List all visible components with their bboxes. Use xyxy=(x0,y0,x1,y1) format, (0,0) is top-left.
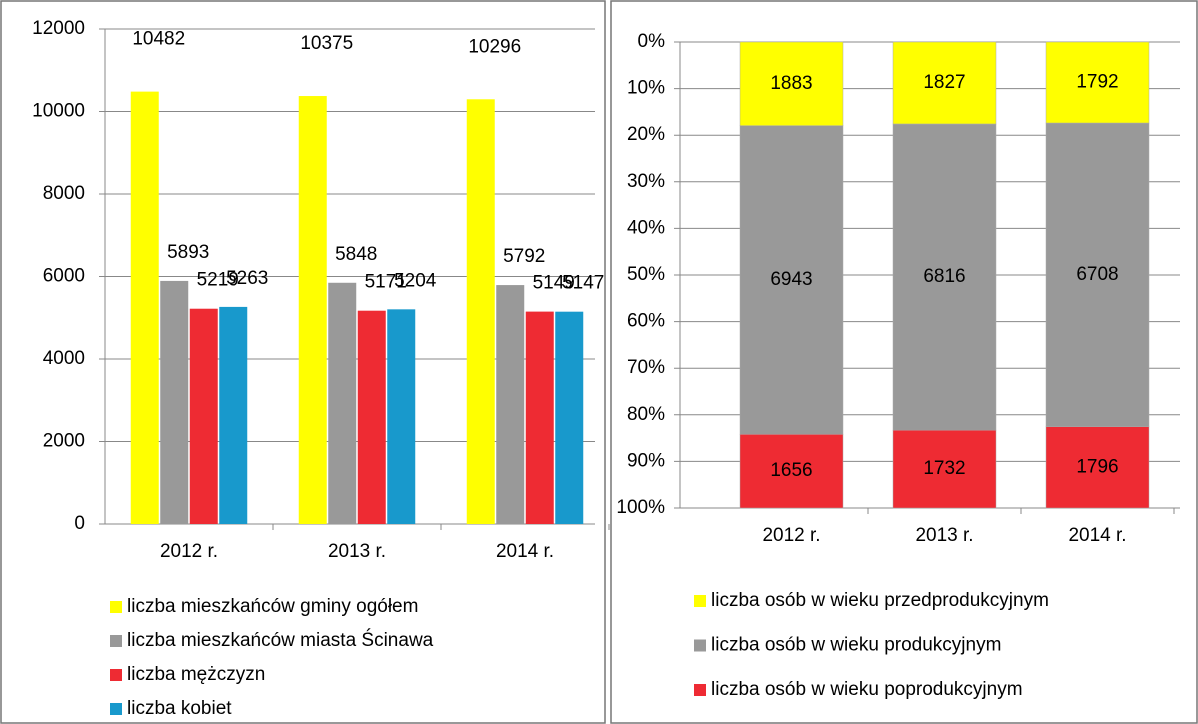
y-tick-label: 10% xyxy=(627,78,665,99)
y-tick-label: 6000 xyxy=(43,266,85,287)
right-panel-border xyxy=(610,0,1198,724)
bar xyxy=(328,282,357,524)
bar-segment xyxy=(892,41,997,125)
legend-swatch xyxy=(110,669,122,681)
data-label: 5204 xyxy=(394,270,437,291)
y-tick-label: 8000 xyxy=(43,183,85,204)
bar xyxy=(219,306,248,524)
bar xyxy=(555,311,584,524)
data-label: 1883 xyxy=(770,73,812,94)
x-tick-label: 2012 r. xyxy=(762,525,820,546)
bar-segment xyxy=(1045,426,1150,509)
bar xyxy=(130,91,159,525)
data-label: 1792 xyxy=(1076,72,1118,93)
data-label: 10296 xyxy=(468,36,521,57)
data-label: 5263 xyxy=(226,268,268,289)
x-tick-label: 2013 r. xyxy=(915,525,973,546)
legend-label: liczba kobiet xyxy=(127,698,232,719)
y-tick-label: 20% xyxy=(627,124,665,145)
y-tick-label: 90% xyxy=(627,450,665,471)
legend-label: liczba mieszkańców miasta Ścinawa xyxy=(127,629,434,651)
legend-swatch xyxy=(694,639,706,652)
legend-swatch xyxy=(110,601,122,613)
bar-segment xyxy=(1045,41,1150,124)
bar xyxy=(466,99,495,524)
data-label: 1827 xyxy=(923,72,965,93)
legend-swatch xyxy=(110,703,122,715)
legend-label: liczba mieszkańców gminy ogółem xyxy=(127,596,418,617)
y-tick-label: 40% xyxy=(627,217,665,238)
legend-label: liczba osób w wieku przedprodukcyjnym xyxy=(711,590,1049,611)
data-label: 5171 xyxy=(365,272,407,293)
data-label: 5792 xyxy=(503,246,545,267)
y-tick-label: 4000 xyxy=(43,348,85,369)
left-panel-border xyxy=(0,0,606,724)
data-label: 5893 xyxy=(167,242,209,263)
data-label: 6708 xyxy=(1076,264,1118,285)
bar xyxy=(298,96,327,524)
y-tick-label: 0% xyxy=(638,31,666,52)
data-label: 6816 xyxy=(923,266,965,287)
y-tick-label: 70% xyxy=(627,357,665,378)
x-tick-label: 2014 r. xyxy=(496,541,554,562)
y-tick-label: 0 xyxy=(74,513,85,534)
bar-segment xyxy=(892,429,997,509)
data-label: 5219 xyxy=(197,270,239,291)
y-tick-label: 30% xyxy=(627,171,665,192)
legend-swatch xyxy=(694,595,706,607)
bar xyxy=(525,311,554,524)
bar xyxy=(357,310,386,524)
bar xyxy=(387,309,416,524)
bar-segment xyxy=(892,123,997,431)
bar-segment xyxy=(1045,122,1150,427)
y-tick-label: 10000 xyxy=(32,101,85,122)
x-tick-label: 2013 r. xyxy=(328,541,386,562)
bar xyxy=(189,308,218,524)
data-label: 6943 xyxy=(770,269,812,290)
data-label: 10375 xyxy=(300,33,353,54)
y-tick-label: 80% xyxy=(627,404,665,425)
y-tick-label: 12000 xyxy=(32,18,85,39)
data-label: 5848 xyxy=(335,244,377,265)
y-tick-label: 2000 xyxy=(43,431,85,452)
bar-segment xyxy=(739,125,844,435)
y-tick-label: 100% xyxy=(616,497,665,518)
legend-label: liczba osób w wieku poprodukcyjnym xyxy=(711,679,1023,700)
x-tick-label: 2012 r. xyxy=(160,541,218,562)
legend-swatch xyxy=(694,684,706,696)
bar xyxy=(496,285,525,524)
data-label: 10482 xyxy=(132,29,185,50)
bar-segment xyxy=(739,434,844,509)
legend-label: liczba mężczyzn xyxy=(127,664,265,685)
y-tick-label: 60% xyxy=(627,311,665,332)
data-label: 1656 xyxy=(770,460,812,481)
data-label: 1796 xyxy=(1076,456,1118,477)
data-label: 5147 xyxy=(562,273,604,294)
x-tick-label: 2014 r. xyxy=(1068,525,1126,546)
y-tick-label: 50% xyxy=(627,264,665,285)
data-label: 5149 xyxy=(533,273,575,294)
legend-swatch xyxy=(110,635,122,647)
legend-label: liczba osób w wieku produkcyjnym xyxy=(711,635,1001,656)
data-label: 1732 xyxy=(923,458,965,479)
bar xyxy=(160,280,189,524)
